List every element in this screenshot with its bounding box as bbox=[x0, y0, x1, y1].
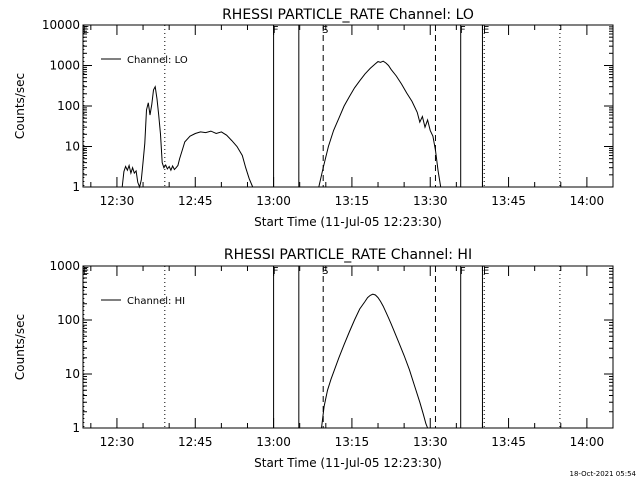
marker-label: F bbox=[460, 25, 466, 36]
x-tick-label: 14:00 bbox=[570, 194, 605, 208]
marker-label: E bbox=[483, 266, 489, 277]
y-tick-label: 100 bbox=[57, 313, 80, 327]
x-tick-label: 14:00 bbox=[570, 435, 605, 449]
x-tick-label: 13:00 bbox=[256, 435, 291, 449]
x-tick-label: 12:30 bbox=[100, 194, 135, 208]
x-tick-label: 13:30 bbox=[413, 194, 448, 208]
x-axis-label: Start Time (11-Jul-05 12:23:30) bbox=[254, 456, 442, 470]
x-tick-label: 12:30 bbox=[100, 435, 135, 449]
y-tick-label: 10000 bbox=[42, 18, 80, 32]
x-tick-label: 12:45 bbox=[178, 435, 213, 449]
y-tick-label: 10 bbox=[65, 367, 80, 381]
marker-label: E bbox=[83, 25, 89, 36]
x-tick-label: 13:15 bbox=[335, 194, 370, 208]
series-line-segment bbox=[121, 85, 254, 189]
marker-label: F bbox=[460, 266, 466, 277]
x-tick-label: 13:45 bbox=[491, 194, 526, 208]
y-axis-label: Counts/sec bbox=[13, 314, 27, 380]
chart-panel-lo: RHESSI PARTICLE_RATE Channel: LO Start Ti… bbox=[13, 7, 614, 229]
x-tick-label: 13:45 bbox=[491, 435, 526, 449]
marker-label: S bbox=[322, 25, 328, 36]
y-tick-label: 100 bbox=[57, 99, 80, 113]
footer-timestamp: 18-Oct-2021 05:54 bbox=[569, 470, 636, 478]
chart-title: RHESSI PARTICLE_RATE Channel: LO bbox=[222, 7, 474, 23]
y-axis-label: Counts/sec bbox=[13, 73, 27, 139]
y-tick-label: 1 bbox=[72, 180, 80, 194]
series-line-segment bbox=[318, 60, 442, 188]
legend-entry: Channel: LO bbox=[127, 55, 188, 66]
marker-label: F bbox=[273, 266, 279, 277]
x-tick-label: 13:15 bbox=[335, 435, 370, 449]
marker-label: E bbox=[483, 25, 489, 36]
y-tick-label: 1000 bbox=[49, 259, 80, 273]
chart-title: RHESSI PARTICLE_RATE Channel: HI bbox=[224, 247, 472, 263]
legend-entry: Channel: HI bbox=[127, 296, 185, 307]
x-tick-label: 13:00 bbox=[256, 194, 291, 208]
y-tick-label: 10 bbox=[65, 140, 80, 154]
plot-frame bbox=[82, 265, 614, 429]
y-tick-label: 1000 bbox=[49, 59, 80, 73]
y-tick-label: 1 bbox=[72, 421, 80, 435]
series-line-segment bbox=[321, 293, 429, 429]
marker-label: S bbox=[322, 266, 328, 277]
chart-panel-hi: RHESSI PARTICLE_RATE Channel: HI Start Ti… bbox=[13, 247, 614, 470]
marker-label: F bbox=[273, 25, 279, 36]
marker-label: E bbox=[83, 266, 89, 277]
x-tick-label: 12:45 bbox=[178, 194, 213, 208]
x-tick-label: 13:30 bbox=[413, 435, 448, 449]
x-axis-label: Start Time (11-Jul-05 12:23:30) bbox=[254, 215, 442, 229]
